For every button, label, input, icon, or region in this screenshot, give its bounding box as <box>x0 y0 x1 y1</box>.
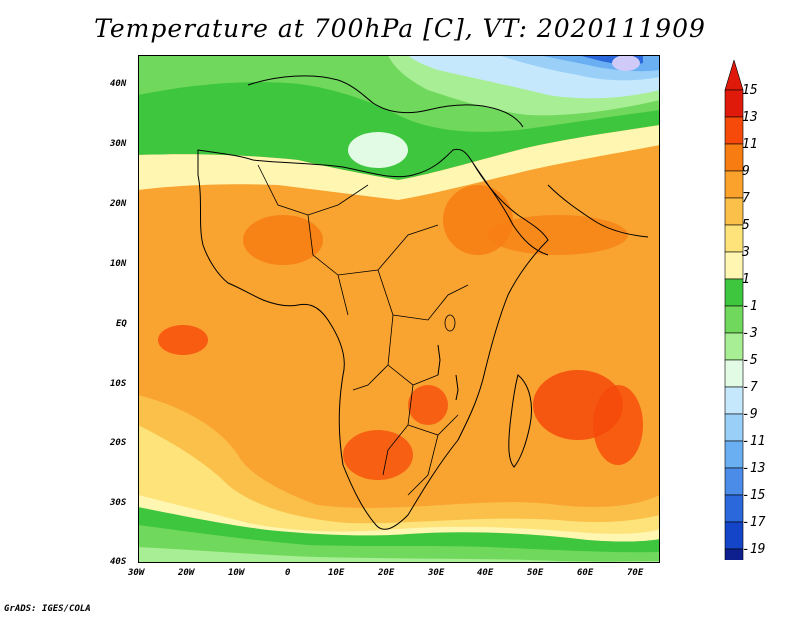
temp-band-north-yellow <box>138 125 660 200</box>
colorbar-label: 7 <box>742 191 750 206</box>
y-tick-40s: 40S <box>110 557 127 567</box>
colorbar <box>724 60 744 560</box>
colorbar-label: 3 <box>742 245 750 260</box>
x-tick-10e: 10E <box>328 568 345 578</box>
madagascar-coastline <box>508 374 532 468</box>
lake-victoria <box>444 314 456 332</box>
temp-band-south-5 <box>138 525 660 563</box>
x-tick-40e: 40E <box>477 568 494 578</box>
colorbar-label: -17 <box>742 515 766 530</box>
colorbar-segment <box>724 494 744 523</box>
x-tick-60e: 60E <box>577 568 594 578</box>
colorbar-label: -1 <box>742 299 758 314</box>
colorbar-segment <box>724 278 744 307</box>
x-tick-30e: 30E <box>428 568 445 578</box>
colorbar-label: -15 <box>742 488 766 503</box>
x-tick-20w: 20W <box>178 568 195 578</box>
colorbar-label: -3 <box>742 326 758 341</box>
x-tick-70e: 70E <box>627 568 644 578</box>
arabia-coastline <box>547 184 649 238</box>
y-tick-20n: 20N <box>110 199 127 209</box>
cool-pocket-libya <box>348 132 408 168</box>
x-tick-20e: 20E <box>378 568 395 578</box>
colorbar-label: 15 <box>742 83 758 98</box>
x-tick-10w: 10W <box>228 568 245 578</box>
y-tick-40n: 40N <box>110 79 127 89</box>
colorbar-label: -5 <box>742 353 758 368</box>
colorbar-segment <box>724 224 744 253</box>
red-sea-coastline <box>472 162 549 256</box>
colorbar-segment <box>724 440 744 469</box>
colorbar-segment <box>724 548 744 560</box>
warm-patch-zambia <box>408 385 448 425</box>
colorbar-segment <box>724 143 744 172</box>
colorbar-segment <box>724 305 744 334</box>
colorbar-label: -9 <box>742 407 758 422</box>
colorbar-segment <box>724 467 744 496</box>
warm-patch-southern-africa <box>343 430 413 480</box>
lake-tanganyika <box>437 344 441 376</box>
y-tick-30n: 30N <box>110 139 127 149</box>
x-tick-30w: 30W <box>128 568 145 578</box>
y-tick-10s: 10S <box>110 379 127 389</box>
warm-patch-sahel <box>243 215 323 265</box>
map-frame <box>138 55 660 563</box>
lake-malawi <box>455 374 459 401</box>
colorbar-label: 11 <box>742 137 758 152</box>
colorbar-segment <box>724 251 744 280</box>
colorbar-label: 13 <box>742 110 758 125</box>
x-tick-50e: 50E <box>527 568 544 578</box>
colorbar-label: -11 <box>742 434 766 449</box>
colorbar-segment <box>724 386 744 415</box>
map-plot-area <box>138 55 660 563</box>
africa-coastline <box>197 148 549 530</box>
mediterranean-coastline <box>247 75 524 128</box>
y-tick-20s: 20S <box>110 438 127 448</box>
colorbar-label: -19 <box>742 542 766 557</box>
colorbar-segment <box>724 521 744 550</box>
y-tick-30s: 30S <box>110 498 127 508</box>
colorbar-label: -7 <box>742 380 758 395</box>
y-tick-eq: EQ <box>116 319 127 329</box>
colorbar-top-arrow <box>724 60 744 91</box>
colorbar-segment <box>724 116 744 145</box>
x-tick-0: 0 <box>285 568 291 578</box>
temperature-map <box>138 55 660 563</box>
cold-core-north <box>612 55 640 71</box>
colorbar-segment <box>724 332 744 361</box>
colorbar-segment <box>724 413 744 442</box>
colorbar-segment <box>724 359 744 388</box>
grads-credit: GrADS: IGES/COLA <box>4 604 91 614</box>
temp-band-south-6 <box>138 547 660 563</box>
colorbar-segment <box>724 197 744 226</box>
colorbar-label: 5 <box>742 218 750 233</box>
warm-patch-atlantic <box>158 325 208 355</box>
country-borders <box>257 164 469 496</box>
warm-patch-indian-ocean-2 <box>593 385 643 465</box>
colorbar-segment <box>724 170 744 199</box>
colorbar-label: 9 <box>742 164 750 179</box>
warm-patch-arabian-sea <box>488 215 628 255</box>
y-tick-10n: 10N <box>110 259 127 269</box>
colorbar-label: -13 <box>742 461 766 476</box>
chart-title: Temperature at 700hPa [C], VT: 202011190… <box>94 14 706 43</box>
colorbar-label: 1 <box>742 272 750 287</box>
colorbar-segment <box>724 89 744 118</box>
